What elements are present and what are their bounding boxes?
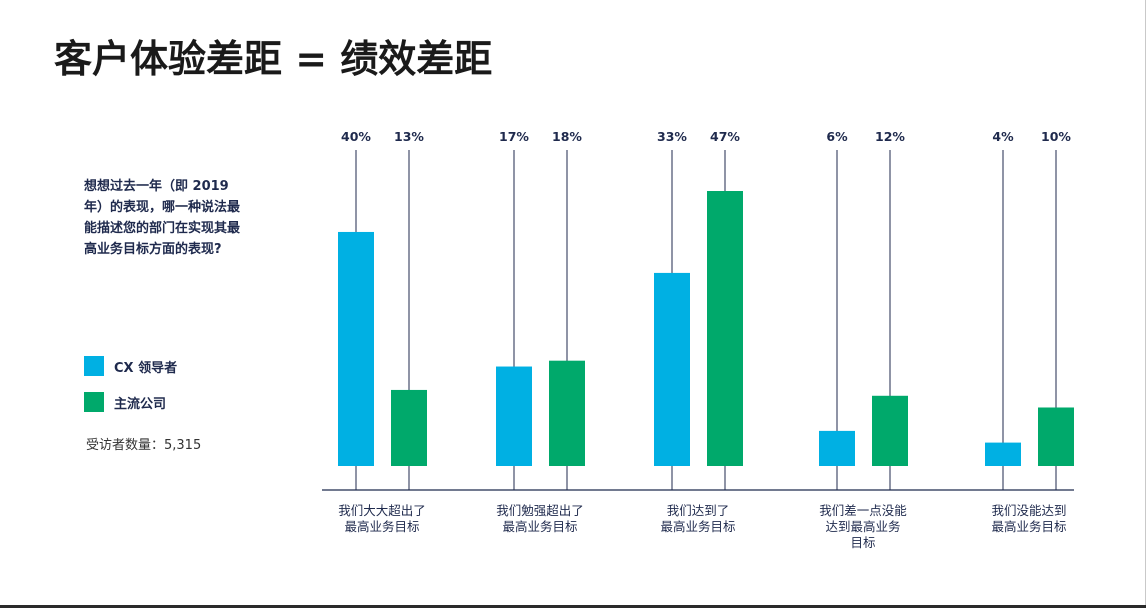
bar-mainstream bbox=[549, 360, 585, 466]
legend-label-mainstream: 主流公司 bbox=[114, 396, 167, 412]
value-label-cx-leaders: 40% bbox=[341, 129, 371, 144]
value-label-mainstream: 10% bbox=[1041, 129, 1071, 144]
value-label-mainstream: 12% bbox=[875, 129, 905, 144]
bar-mainstream bbox=[872, 395, 908, 466]
category-label: 最高业务目标 bbox=[660, 519, 735, 534]
bar-cx-leaders bbox=[496, 366, 532, 466]
bar-cx-leaders bbox=[338, 231, 374, 466]
category-label: 我们达到了 bbox=[667, 503, 730, 518]
category-label: 最高业务目标 bbox=[991, 519, 1066, 534]
value-label-cx-leaders: 33% bbox=[657, 129, 687, 144]
bar-mainstream bbox=[707, 191, 743, 466]
legend-swatch-mainstream bbox=[84, 392, 104, 412]
category-label: 我们差一点没能 bbox=[819, 503, 907, 518]
value-label-mainstream: 18% bbox=[552, 129, 582, 144]
legend-item-mainstream: 主流公司 bbox=[84, 392, 166, 412]
bar-cx-leaders bbox=[985, 442, 1021, 466]
legend-label-cx-leaders: CX 领导者 bbox=[114, 360, 178, 376]
category-label: 最高业务目标 bbox=[344, 519, 419, 534]
slide-border-bottom bbox=[0, 605, 1146, 608]
survey-question: 想想过去一年（即 2019 年）的表现，哪一种说法最能描述您的部门在实现其最高业… bbox=[84, 179, 241, 257]
category-label: 目标 bbox=[850, 535, 875, 550]
category-label: 我们勉强超出了 bbox=[496, 503, 584, 518]
category-label: 最高业务目标 bbox=[502, 519, 577, 534]
page-title: 客户体验差距 = 绩效差距 bbox=[54, 37, 493, 81]
bar-mainstream bbox=[391, 389, 427, 466]
legend-swatch-cx-leaders bbox=[84, 356, 104, 376]
bar-cx-leaders bbox=[654, 272, 690, 466]
category-label: 达到最高业务 bbox=[825, 519, 900, 534]
category-label: 我们大大超出了 bbox=[338, 503, 426, 518]
value-label-mainstream: 47% bbox=[710, 129, 740, 144]
respondent-count: 受访者数量：5,315 bbox=[86, 438, 202, 453]
bar-mainstream bbox=[1038, 407, 1074, 466]
value-label-cx-leaders: 17% bbox=[499, 129, 529, 144]
category-label: 我们没能达到 bbox=[991, 503, 1066, 518]
value-label-cx-leaders: 4% bbox=[992, 129, 1014, 144]
value-label-cx-leaders: 6% bbox=[826, 129, 848, 144]
value-label-mainstream: 13% bbox=[394, 129, 424, 144]
bar-cx-leaders bbox=[819, 430, 855, 466]
legend-item-cx-leaders: CX 领导者 bbox=[84, 356, 177, 376]
